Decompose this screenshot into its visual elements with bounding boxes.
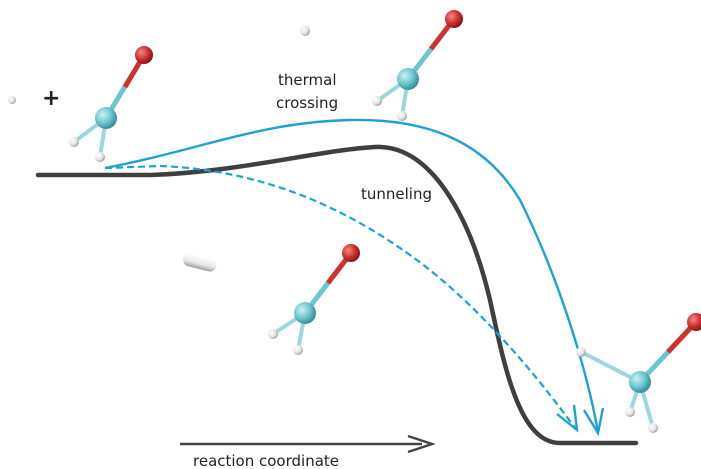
transition-formaldehyde (372, 10, 463, 121)
thermal-label-line2: crossing (276, 94, 339, 112)
tunneling-label: tunneling (361, 185, 432, 203)
hydrogen-atom-left (8, 96, 16, 104)
hydrogen-molecule (183, 253, 217, 272)
thermal-path (104, 118, 600, 433)
tunneling-arrowhead (556, 404, 579, 433)
reactant-formaldehyde (69, 46, 153, 162)
mid-formaldehyde (268, 244, 360, 355)
product-formaldehyde (576, 313, 701, 433)
reaction-coordinate-label: reaction coordinate (193, 452, 340, 469)
reaction-coordinate-arrowhead (407, 434, 436, 454)
thermal-arrowhead (582, 407, 605, 437)
thermal-label-line1: thermal (278, 71, 337, 89)
plus-sign: + (42, 86, 61, 111)
hydrogen-atom-top (300, 26, 310, 36)
tunneling-path (104, 164, 576, 429)
energy-curve (35, 144, 639, 446)
